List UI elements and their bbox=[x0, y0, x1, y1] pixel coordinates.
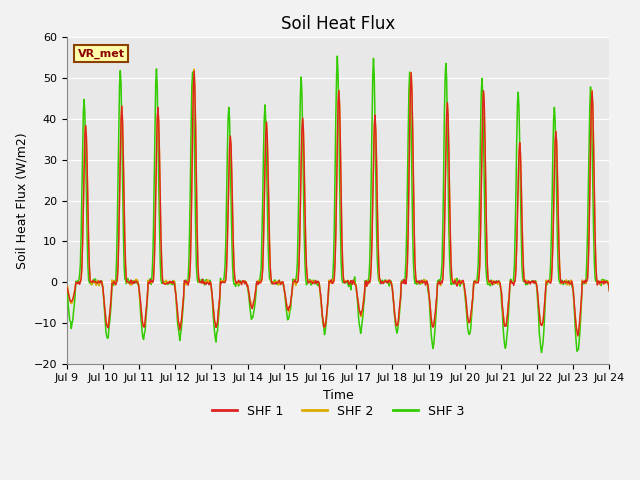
Legend: SHF 1, SHF 2, SHF 3: SHF 1, SHF 2, SHF 3 bbox=[207, 400, 469, 423]
Text: VR_met: VR_met bbox=[77, 49, 125, 59]
Title: Soil Heat Flux: Soil Heat Flux bbox=[281, 15, 396, 33]
Y-axis label: Soil Heat Flux (W/m2): Soil Heat Flux (W/m2) bbox=[15, 132, 28, 269]
X-axis label: Time: Time bbox=[323, 389, 353, 402]
